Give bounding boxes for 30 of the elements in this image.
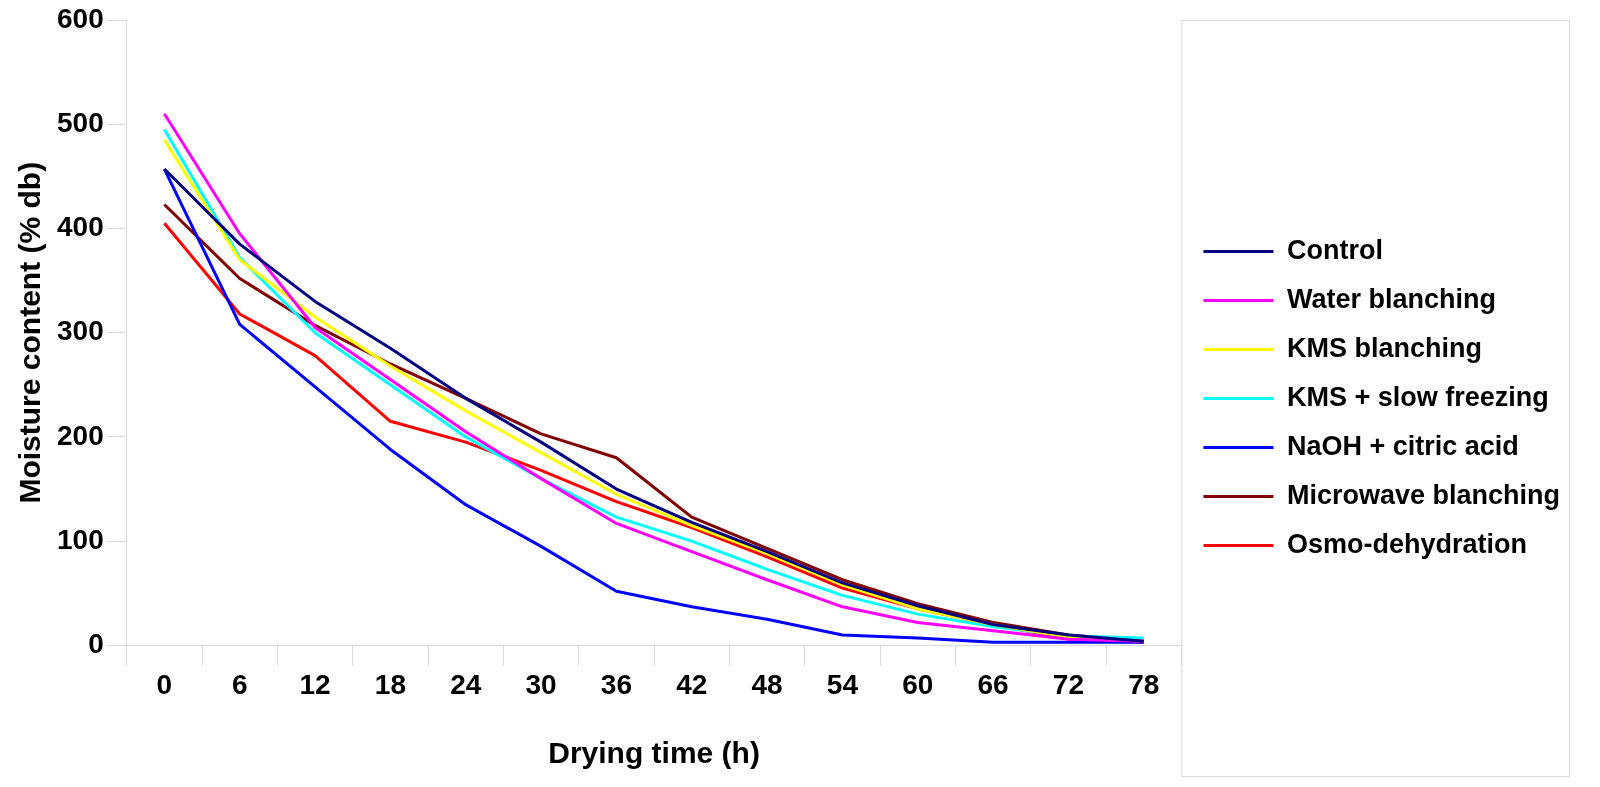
x-tick-label: 36: [600, 668, 632, 700]
x-tick-label: 42: [676, 668, 708, 700]
x-tick-label: 54: [826, 668, 859, 700]
y-tick-label: 200: [57, 419, 104, 451]
y-tick-label: 0: [88, 628, 104, 660]
legend-label: Water blanching: [1286, 283, 1496, 314]
x-tick-label: 72: [1052, 668, 1085, 700]
y-tick-label: 400: [57, 211, 104, 243]
y-tick-label: 600: [57, 2, 104, 34]
y-tick-label: 300: [57, 315, 104, 347]
x-tick-label: 6: [231, 668, 248, 700]
legend-label: KMS + slow freezing: [1286, 381, 1549, 412]
x-axis-title: Drying time (h): [548, 736, 760, 770]
x-tick-label: 60: [902, 668, 934, 700]
y-axis-title: Moisture content (% db): [13, 161, 47, 504]
x-tick-label: 18: [374, 668, 406, 700]
x-tick-label: 66: [977, 668, 1009, 700]
x-tick-label: 48: [751, 668, 783, 700]
y-tick-label: 100: [57, 523, 104, 555]
legend-label: NaOH + citric acid: [1286, 430, 1519, 461]
x-tick-label: 24: [450, 668, 482, 700]
legend-label: Control: [1286, 234, 1383, 265]
y-tick-label: 500: [57, 106, 104, 138]
x-tick-label: 0: [156, 668, 173, 700]
legend-label: Osmo-dehydration: [1286, 528, 1527, 559]
legend-label: KMS blanching: [1286, 332, 1482, 363]
x-tick-label: 78: [1128, 668, 1160, 700]
x-tick-label: 12: [299, 668, 331, 700]
legend-label: Microwave blanching: [1286, 479, 1560, 510]
x-tick-label: 30: [525, 668, 557, 700]
